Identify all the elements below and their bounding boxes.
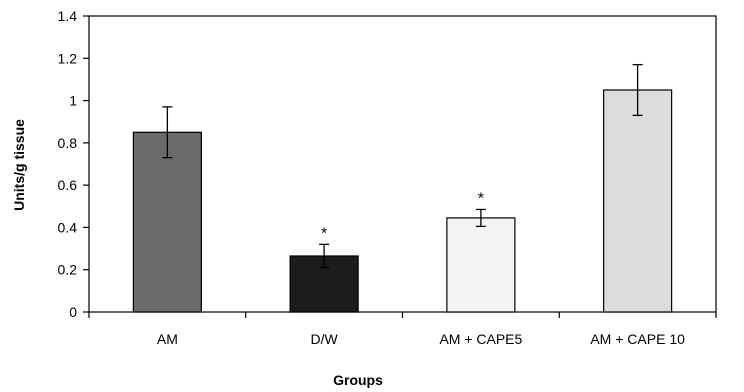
y-tick-label: 0.2: [58, 262, 78, 278]
significance-mark: *: [478, 190, 484, 207]
bar-4: [603, 89, 673, 313]
category-label: AM + CAPE5: [439, 331, 522, 347]
y-tick-label: 1.4: [58, 8, 78, 24]
category-label: AM: [157, 331, 178, 347]
y-tick-label: 0.8: [58, 135, 78, 151]
y-tick-label: 0.6: [58, 177, 78, 193]
category-label: D/W: [311, 331, 339, 347]
category-label: AM + CAPE 10: [590, 331, 685, 347]
bar-2: [289, 255, 359, 313]
y-tick-label: 1.2: [58, 50, 78, 66]
plot-area: 0 0.2 0.4 0.6 0.8 1 1.2 1.4 AM D/W * AM + CAPE5 * AM …: [58, 8, 717, 347]
significance-mark: *: [321, 225, 327, 242]
y-axis-title: Units/g tissue: [11, 119, 27, 211]
y-tick-label: 1: [69, 93, 77, 109]
y-tick-label: 0: [69, 304, 77, 320]
x-axis-title: Groups: [333, 372, 383, 388]
y-tick-label: 0.4: [58, 219, 78, 235]
bar-3: [446, 217, 516, 313]
bar-1: [132, 131, 202, 313]
